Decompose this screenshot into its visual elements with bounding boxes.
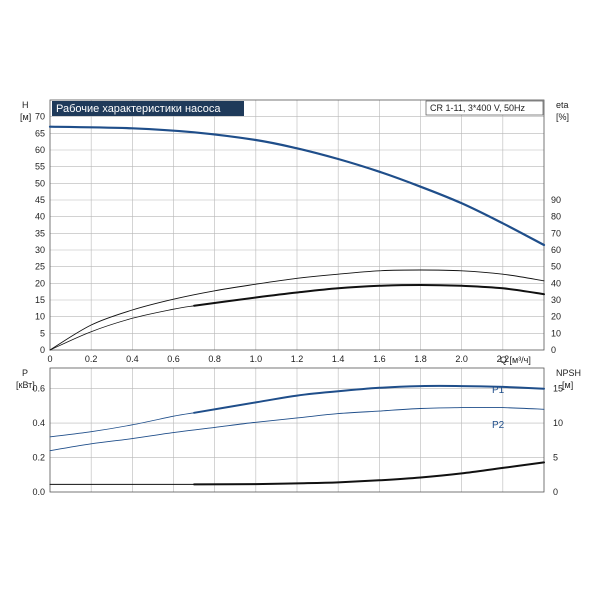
h-tick-label: 60 (35, 145, 45, 155)
h-tick-label: 30 (35, 245, 45, 255)
x-tick-label: 0.4 (126, 354, 139, 364)
p-tick-label: 0.0 (32, 487, 45, 497)
h-tick-label: 55 (35, 162, 45, 172)
eta-tick-label: 70 (551, 228, 561, 238)
h-tick-label: 65 (35, 128, 45, 138)
npsh-axis-unit: [м] (562, 380, 573, 390)
p-axis-name: P (22, 368, 28, 378)
model-box (425, 100, 544, 116)
tick-labels: 0 0.2 0.4 0.6 0.8 1.0 1.2 1.4 1.6 1.8 2.0 2.2 0 5 10 15… (32, 112, 563, 497)
p-tick-label: 0.4 (32, 418, 45, 428)
h-tick-label: 50 (35, 178, 45, 188)
eta-axis-name: eta (556, 100, 569, 110)
h-tick-label: 40 (35, 212, 45, 222)
x-tick-label: 1.8 (414, 354, 427, 364)
x-tick-label: 2.0 (455, 354, 468, 364)
x-tick-label: 0.8 (208, 354, 221, 364)
x-tick-label: 0.2 (85, 354, 98, 364)
eta-tick-label: 50 (551, 262, 561, 272)
curve-npsh-8 (193, 461, 545, 486)
p-axis-unit: [кВт] (16, 380, 35, 390)
npsh-tick-label: 0 (553, 487, 558, 497)
bottom-chart-frame (49, 367, 545, 493)
curves (48, 125, 546, 486)
eta-tick-label: 40 (551, 278, 561, 288)
h-tick-label: 10 (35, 312, 45, 322)
x-tick-label: 1.6 (373, 354, 386, 364)
x-tick-label: 1.0 (250, 354, 263, 364)
p-tick-label: 0.6 (32, 384, 45, 394)
curve-eta-1 (49, 269, 545, 351)
h-tick-label: 20 (35, 278, 45, 288)
x-tick-label: 1.2 (291, 354, 304, 364)
h-tick-label: 15 (35, 295, 45, 305)
h-tick-label: 0 (40, 345, 45, 355)
title-banner (52, 101, 244, 116)
top-chart-grid (50, 100, 544, 350)
p2-series-label: P2 (492, 420, 505, 431)
model-label: CR 1-11, 3*400 V, 50Hz (430, 103, 526, 113)
p-tick-label: 0.2 (32, 453, 45, 463)
h-tick-label: 35 (35, 228, 45, 238)
eta-tick-label: 30 (551, 295, 561, 305)
x-tick-label: 1.4 (332, 354, 345, 364)
h-tick-label: 70 (35, 112, 45, 122)
curve-eta-2 (49, 305, 195, 351)
eta-tick-label: 60 (551, 245, 561, 255)
curve-p-4 (49, 412, 195, 438)
h-tick-label: 25 (35, 262, 45, 272)
curve-h-0 (48, 125, 546, 247)
h-tick-label: 45 (35, 195, 45, 205)
eta-tick-label: 0 (551, 345, 556, 355)
curve-p-6 (49, 406, 545, 452)
h-tick-label: 5 (40, 328, 45, 338)
eta-axis-unit: [%] (556, 112, 569, 122)
top-chart-frame (49, 99, 545, 351)
x-tick-label: 2.2 (497, 354, 510, 364)
curve-p-5 (193, 384, 545, 414)
eta-tick-label: 20 (551, 312, 561, 322)
x-tick-label: 0 (47, 354, 52, 364)
q-axis-unit: Q [м³/ч] (500, 355, 531, 365)
npsh-tick-label: 5 (553, 453, 558, 463)
npsh-axis-name: NPSH (556, 368, 581, 378)
eta-tick-label: 80 (551, 212, 561, 222)
eta-tick-label: 10 (551, 328, 561, 338)
x-tick-label: 0.6 (167, 354, 180, 364)
eta-tick-label: 90 (551, 195, 561, 205)
curve-eta-3 (193, 284, 545, 307)
h-axis-unit: [м] (20, 112, 31, 122)
p1-series-label: P1 (492, 385, 505, 396)
npsh-tick-label: 15 (553, 384, 563, 394)
bottom-chart-grid (50, 368, 544, 492)
chart-title: Рабочие характеристики насоса (56, 103, 221, 115)
npsh-tick-label: 10 (553, 418, 563, 428)
h-axis-name: H (22, 100, 29, 110)
